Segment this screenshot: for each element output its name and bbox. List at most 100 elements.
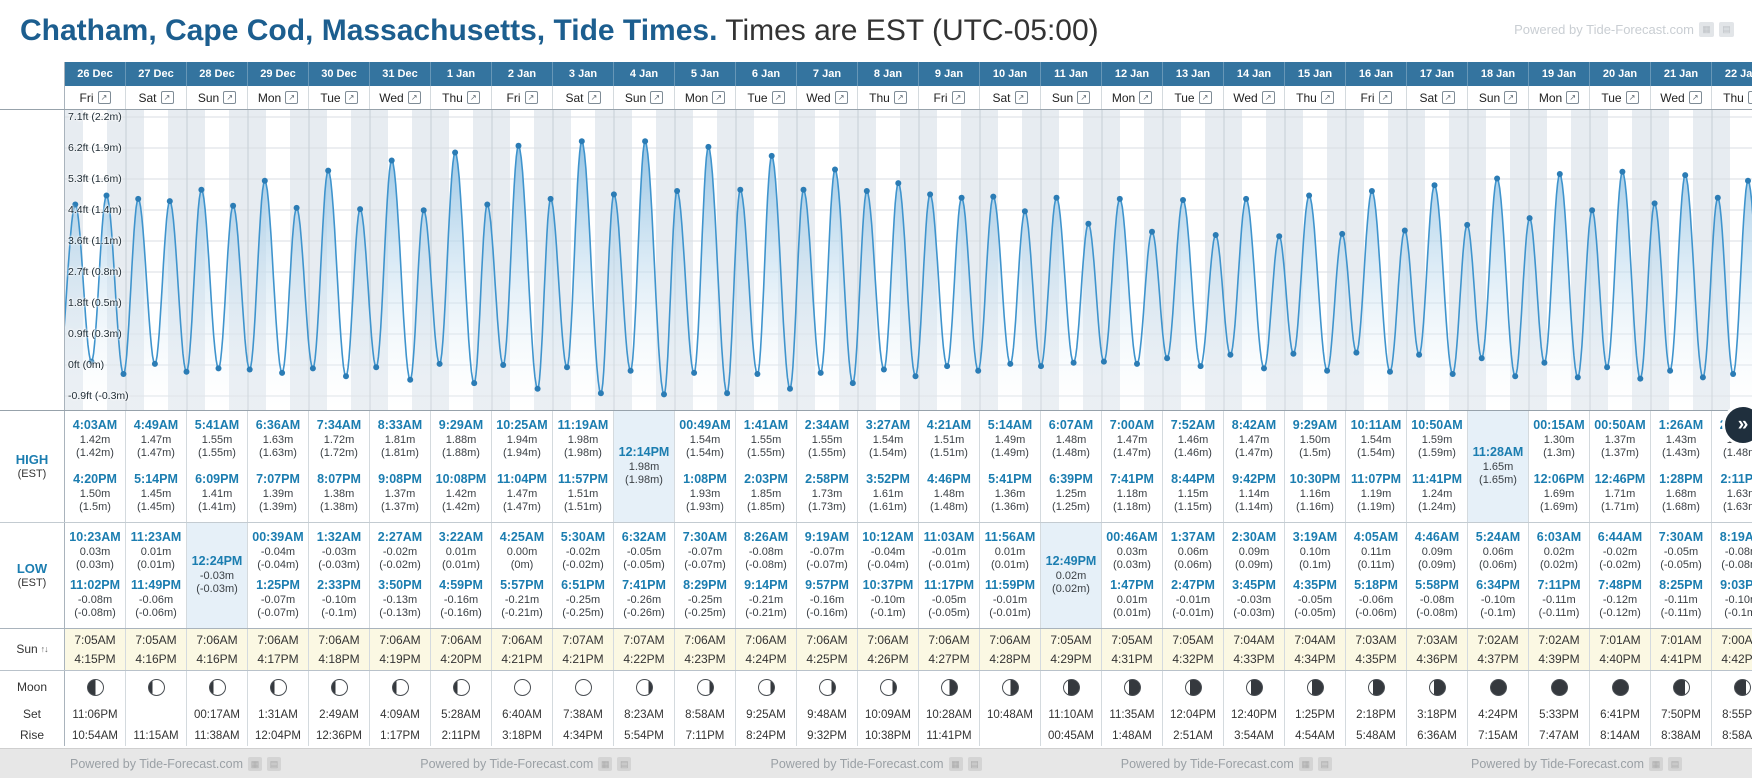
date-header-cell[interactable]: 10 Jan (980, 62, 1041, 86)
date-header-cell[interactable]: 7 Jan (797, 62, 858, 86)
footer-powered-by: Powered by Tide-Forecast.com ▦ ▤ (70, 756, 281, 771)
footer-badge-icon[interactable]: ▦ (248, 756, 262, 771)
tide-height: -0.05m (1297, 593, 1333, 606)
moon-phase-icon (1062, 679, 1080, 696)
expand-day-icon[interactable]: ↗ (285, 91, 299, 104)
footer-badge-icon[interactable]: ▤ (1317, 756, 1332, 771)
date-header-cell[interactable]: 17 Jan (1407, 62, 1468, 86)
tide-time: 5:41AM (194, 418, 240, 432)
expand-day-icon[interactable]: ↗ (1504, 91, 1518, 104)
expand-day-icon[interactable]: ↗ (223, 91, 237, 104)
expand-day-icon[interactable]: ↗ (712, 91, 726, 104)
moonrise-cell: 3:18PM (492, 725, 553, 746)
date-header-cell[interactable]: 3 Jan (553, 62, 614, 86)
date-header-cell[interactable]: 19 Jan (1529, 62, 1590, 86)
date-header-cell[interactable]: 30 Dec (309, 62, 370, 86)
expand-day-icon[interactable]: ↗ (407, 91, 421, 104)
low-tide-cell: 2:30AM 0.09m (0.09m) 3:45PM -0.03m (-0.03m) (1224, 523, 1285, 628)
date-header-cell[interactable]: 21 Jan (1651, 62, 1712, 86)
date-header-cell[interactable]: 27 Dec (126, 62, 187, 86)
date-header-cell[interactable]: 8 Jan (858, 62, 919, 86)
moonset-cell: 11:35AM (1102, 704, 1163, 725)
expand-day-icon[interactable]: ↗ (650, 91, 664, 104)
date-header-cell[interactable]: 31 Dec (370, 62, 431, 86)
tide-time: 11:57PM (557, 471, 609, 486)
date-header-cell[interactable]: 12 Jan (1102, 62, 1163, 86)
expand-day-icon[interactable]: ↗ (771, 91, 785, 104)
footer-badge-icon[interactable]: ▦ (1649, 756, 1663, 771)
high-tide-entry: 9:08PM 1.37m (1.37m) (378, 472, 422, 515)
weekday-cell: Sun ↗ (187, 86, 248, 109)
low-tide-cell: 10:23AM 0.03m (0.03m) 11:02PM -0.08m (-0.08m) (65, 523, 126, 628)
date-header-cell[interactable]: 9 Jan (919, 62, 980, 86)
date-header-cell[interactable]: 5 Jan (675, 62, 736, 86)
expand-day-icon[interactable]: ↗ (1261, 91, 1275, 104)
high-tide-entry: 11:41PM 1.24m (1.24m) (1412, 472, 1462, 515)
moonrise-cell: 10:54AM (65, 725, 126, 746)
footer-badge-icon[interactable]: ▤ (967, 756, 982, 771)
moonrise-cell: 3:54AM (1224, 725, 1285, 746)
date-header-cell[interactable]: 2 Jan (492, 62, 553, 86)
tide-time: 00:50AM (1594, 418, 1646, 432)
moonrise-cell: 8:24PM (736, 725, 797, 746)
high-tide-entry: 00:49AM 1.54m (1.54m) (679, 418, 730, 461)
date-header-cell[interactable]: 18 Jan (1468, 62, 1529, 86)
expand-day-icon[interactable]: ↗ (97, 91, 111, 104)
moonset-cell: 5:33PM (1529, 704, 1590, 725)
weekday-cell: Fri ↗ (492, 86, 553, 109)
tide-height-alt: (1.55m) (747, 447, 785, 460)
expand-day-icon[interactable]: ↗ (1139, 91, 1153, 104)
date-header-cell[interactable]: 14 Jan (1224, 62, 1285, 86)
expand-day-icon[interactable]: ↗ (1077, 91, 1091, 104)
footer-badge-icon[interactable]: ▤ (617, 756, 632, 771)
expand-day-icon[interactable]: ↗ (1747, 91, 1752, 104)
next-button[interactable]: » (1722, 404, 1752, 446)
footer-powered-by: Powered by Tide-Forecast.com ▦ ▤ (771, 756, 982, 771)
tide-height: -0.05m (626, 545, 662, 558)
tide-height: 1.59m (1421, 433, 1453, 446)
tide-height: 0.10m (1299, 545, 1331, 558)
sunrise-time: 7:05AM (1172, 633, 1214, 647)
date-header-cell[interactable]: 11 Jan (1041, 62, 1102, 86)
footer-badge-icon[interactable]: ▦ (1298, 756, 1313, 771)
expand-day-icon[interactable]: ↗ (1378, 91, 1392, 104)
date-header-cell[interactable]: 26 Dec (65, 62, 126, 86)
date-header-cell[interactable]: 6 Jan (736, 62, 797, 86)
sunset-time: 4:40PM (1599, 652, 1641, 666)
expand-day-icon[interactable]: ↗ (160, 91, 174, 104)
date-header-cell[interactable]: 16 Jan (1346, 62, 1407, 86)
tide-height-alt: (-0.02m) (562, 559, 604, 572)
date-header-cell[interactable]: 13 Jan (1163, 62, 1224, 86)
expand-day-icon[interactable]: ↗ (834, 91, 848, 104)
footer-badge-icon[interactable]: ▦ (598, 756, 613, 771)
tide-time: 1:37AM (1170, 530, 1216, 544)
footer-badge-icon[interactable]: ▦ (948, 756, 963, 771)
expand-day-icon[interactable]: ↗ (1014, 91, 1028, 104)
date-header-cell[interactable]: 4 Jan (614, 62, 675, 86)
expand-day-icon[interactable]: ↗ (1566, 91, 1580, 104)
expand-day-icon[interactable]: ↗ (344, 91, 358, 104)
date-header-cell[interactable]: 15 Jan (1285, 62, 1346, 86)
expand-day-icon[interactable]: ↗ (1198, 91, 1212, 104)
sunset-time: 4:21PM (501, 652, 543, 666)
expand-day-icon[interactable]: ↗ (587, 91, 601, 104)
expand-day-icon[interactable]: ↗ (893, 91, 907, 104)
expand-day-icon[interactable]: ↗ (951, 91, 965, 104)
footer-badge-icon[interactable]: ▤ (1668, 756, 1682, 771)
weekday-label: Fri (1360, 90, 1375, 105)
expand-day-icon[interactable]: ↗ (466, 91, 480, 104)
tide-height-alt: (1.72m) (320, 447, 358, 460)
expand-day-icon[interactable]: ↗ (1320, 91, 1334, 104)
date-header-cell[interactable]: 22 Jan (1712, 62, 1752, 86)
date-header-cell[interactable]: 28 Dec (187, 62, 248, 86)
expand-day-icon[interactable]: ↗ (1688, 91, 1702, 104)
footer-badge-icon[interactable]: ▤ (267, 756, 281, 771)
expand-day-icon[interactable]: ↗ (1625, 91, 1639, 104)
date-header-cell[interactable]: 1 Jan (431, 62, 492, 86)
expand-day-icon[interactable]: ↗ (1441, 91, 1455, 104)
tide-height: 1.39m (262, 487, 294, 500)
high-tide-entry: 7:07PM 1.39m (1.39m) (256, 472, 300, 515)
date-header-cell[interactable]: 29 Dec (248, 62, 309, 86)
expand-day-icon[interactable]: ↗ (524, 91, 538, 104)
date-header-cell[interactable]: 20 Jan (1590, 62, 1651, 86)
